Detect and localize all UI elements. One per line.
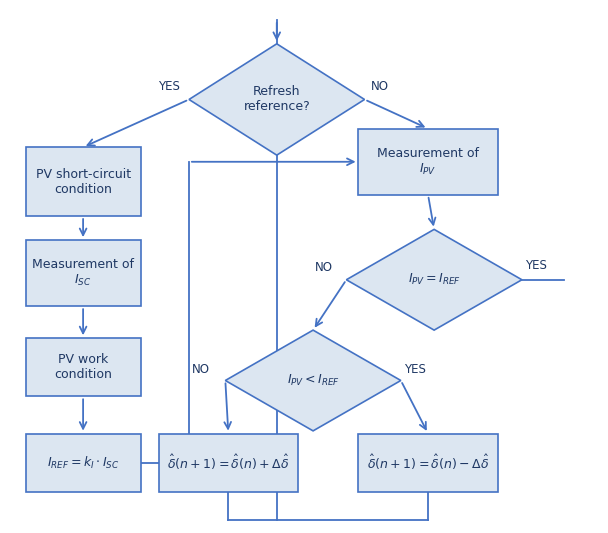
Text: NO: NO bbox=[315, 261, 333, 274]
Text: Measurement of
$I_{PV}$: Measurement of $I_{PV}$ bbox=[377, 147, 479, 177]
Text: $I_{PV} = I_{REF}$: $I_{PV} = I_{REF}$ bbox=[407, 272, 461, 287]
FancyBboxPatch shape bbox=[359, 433, 498, 492]
Text: NO: NO bbox=[192, 364, 210, 376]
FancyBboxPatch shape bbox=[159, 433, 298, 492]
Polygon shape bbox=[226, 330, 401, 431]
Text: $I_{PV} < I_{REF}$: $I_{PV} < I_{REF}$ bbox=[286, 373, 340, 388]
Polygon shape bbox=[189, 44, 365, 155]
FancyBboxPatch shape bbox=[26, 240, 140, 306]
Text: PV work
condition: PV work condition bbox=[54, 353, 112, 381]
Text: Refresh
reference?: Refresh reference? bbox=[243, 85, 310, 114]
Polygon shape bbox=[347, 229, 522, 330]
Text: $\hat{\delta}(n+1) = \hat{\delta}(n) + \Delta\hat{\delta}$: $\hat{\delta}(n+1) = \hat{\delta}(n) + \… bbox=[167, 453, 289, 472]
Text: YES: YES bbox=[525, 259, 547, 272]
Text: PV short-circuit
condition: PV short-circuit condition bbox=[35, 168, 131, 196]
Text: $I_{REF} = k_I \cdot I_{SC}$: $I_{REF} = k_I \cdot I_{SC}$ bbox=[47, 455, 119, 471]
Text: Measurement of
$I_{SC}$: Measurement of $I_{SC}$ bbox=[32, 258, 134, 288]
FancyBboxPatch shape bbox=[359, 128, 498, 195]
Text: YES: YES bbox=[404, 364, 426, 376]
FancyBboxPatch shape bbox=[26, 147, 140, 216]
FancyBboxPatch shape bbox=[26, 433, 140, 492]
Text: YES: YES bbox=[158, 80, 180, 93]
FancyBboxPatch shape bbox=[26, 338, 140, 397]
Text: NO: NO bbox=[370, 80, 389, 93]
Text: $\hat{\delta}(n+1) = \hat{\delta}(n) - \Delta\hat{\delta}$: $\hat{\delta}(n+1) = \hat{\delta}(n) - \… bbox=[367, 453, 489, 472]
